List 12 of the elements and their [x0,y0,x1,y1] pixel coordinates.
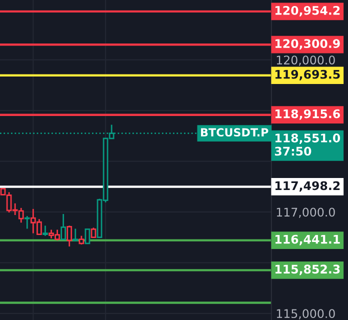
y-tick-label: 115,000.0 [276,309,335,320]
ref-line-label: 119,693.5 [275,70,340,80]
ref-line-label: 115,852.3 [275,264,340,276]
annotation: BTCUSDT.P [201,128,268,137]
ref-line-label: 118,551.0 37:50 [274,134,340,156]
y-tick-label: 117,000.0 [276,208,335,218]
ref-line-label: 120,300.9 [275,39,340,50]
ref-line-label: 120,954.2 [275,6,340,16]
ref-line-label: 117,498.2 [275,181,340,192]
ref-line-label: 118,915.6 [275,109,340,120]
ref-line-label: 116,441.1 [275,234,340,246]
y-tick-label: 120,000.0 [276,56,335,66]
